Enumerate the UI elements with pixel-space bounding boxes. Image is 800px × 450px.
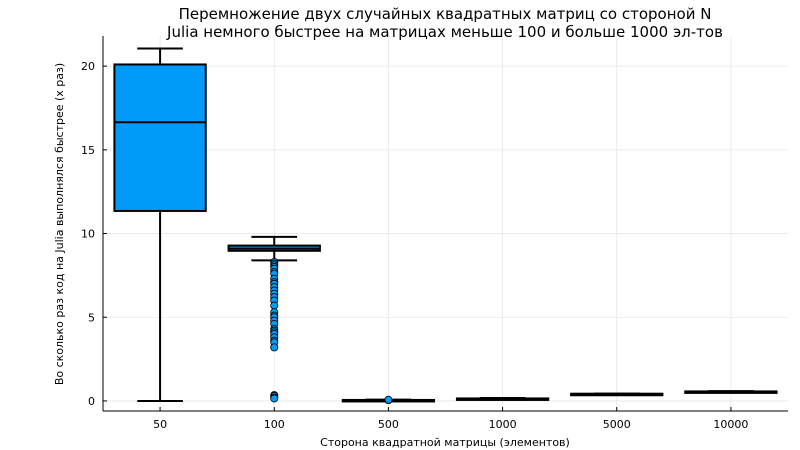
- axes: 0 5 10 15 20 50 100 500 1000 5000 10000: [81, 36, 788, 431]
- box-10000: [684, 390, 778, 394]
- x-tick-label: 100: [264, 418, 285, 431]
- x-tick-label: 500: [378, 418, 399, 431]
- y-tick-label: 10: [81, 228, 95, 241]
- box-500: [341, 395, 436, 405]
- box-100: [227, 235, 321, 403]
- y-tick-label: 0: [88, 395, 95, 408]
- box-5000: [570, 392, 664, 397]
- x-axis-label: Сторона квадратной матрицы (элементов): [320, 436, 570, 449]
- y-axis-label: Во сколько раз код на Julia выполнялся б…: [53, 63, 66, 385]
- outlier-point: [384, 395, 393, 404]
- chart-title-line-1: Перемножение двух случайных квадратных м…: [179, 5, 712, 23]
- outlier-point: [270, 343, 279, 352]
- chart-title-line-2: Julia немного быстрее на матрицах меньше…: [166, 23, 723, 41]
- y-tick-label: 20: [81, 60, 95, 73]
- y-tick-label: 15: [81, 144, 95, 157]
- plot-area: [113, 47, 778, 405]
- x-tick-label: 50: [153, 418, 167, 431]
- y-tick-label: 5: [88, 311, 95, 324]
- box-1000: [455, 396, 550, 401]
- x-tick-label: 10000: [713, 418, 748, 431]
- x-tick-label: 1000: [489, 418, 517, 431]
- outlier-point: [270, 301, 279, 310]
- outlier-point: [270, 394, 279, 403]
- box-50: [113, 47, 207, 402]
- x-tick-label: 5000: [603, 418, 631, 431]
- box-body: [113, 63, 207, 212]
